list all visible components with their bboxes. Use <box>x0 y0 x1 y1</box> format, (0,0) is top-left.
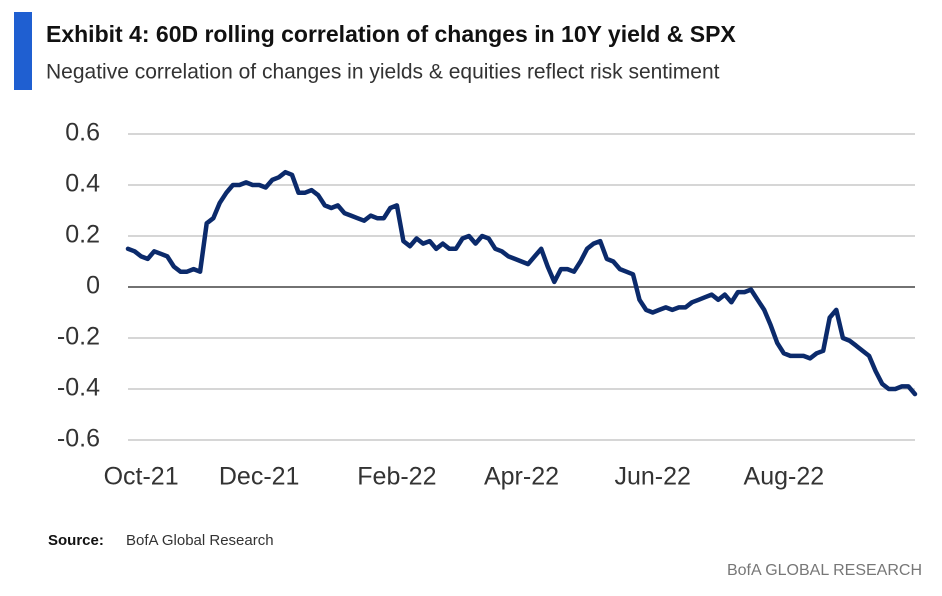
y-tick-label: 0 <box>86 272 100 300</box>
y-tick-label: 0.2 <box>65 221 100 249</box>
x-tick-label: Aug-22 <box>744 463 825 491</box>
y-tick-label: -0.6 <box>57 425 100 453</box>
y-tick-label: 0.6 <box>65 119 100 147</box>
x-tick-label: Jun-22 <box>614 463 690 491</box>
source-label: Source: <box>48 532 104 549</box>
y-tick-label: -0.2 <box>57 323 100 351</box>
y-tick-label: -0.4 <box>57 374 100 402</box>
y-tick-label: 0.4 <box>65 170 100 198</box>
x-tick-label: Feb-22 <box>357 463 436 491</box>
branding: BofA GLOBAL RESEARCH <box>727 562 922 579</box>
source: BofA Global Research <box>126 532 274 549</box>
x-tick-label: Apr-22 <box>484 463 559 491</box>
x-tick-label: Oct-21 <box>104 463 179 491</box>
chart-title: Exhibit 4: 60D rolling correlation of ch… <box>46 21 736 47</box>
x-tick-label: Dec-21 <box>219 463 300 491</box>
chart-subtitle: Negative correlation of changes in yield… <box>46 61 720 84</box>
accent-bar <box>14 12 32 90</box>
series-line <box>125 169 918 397</box>
